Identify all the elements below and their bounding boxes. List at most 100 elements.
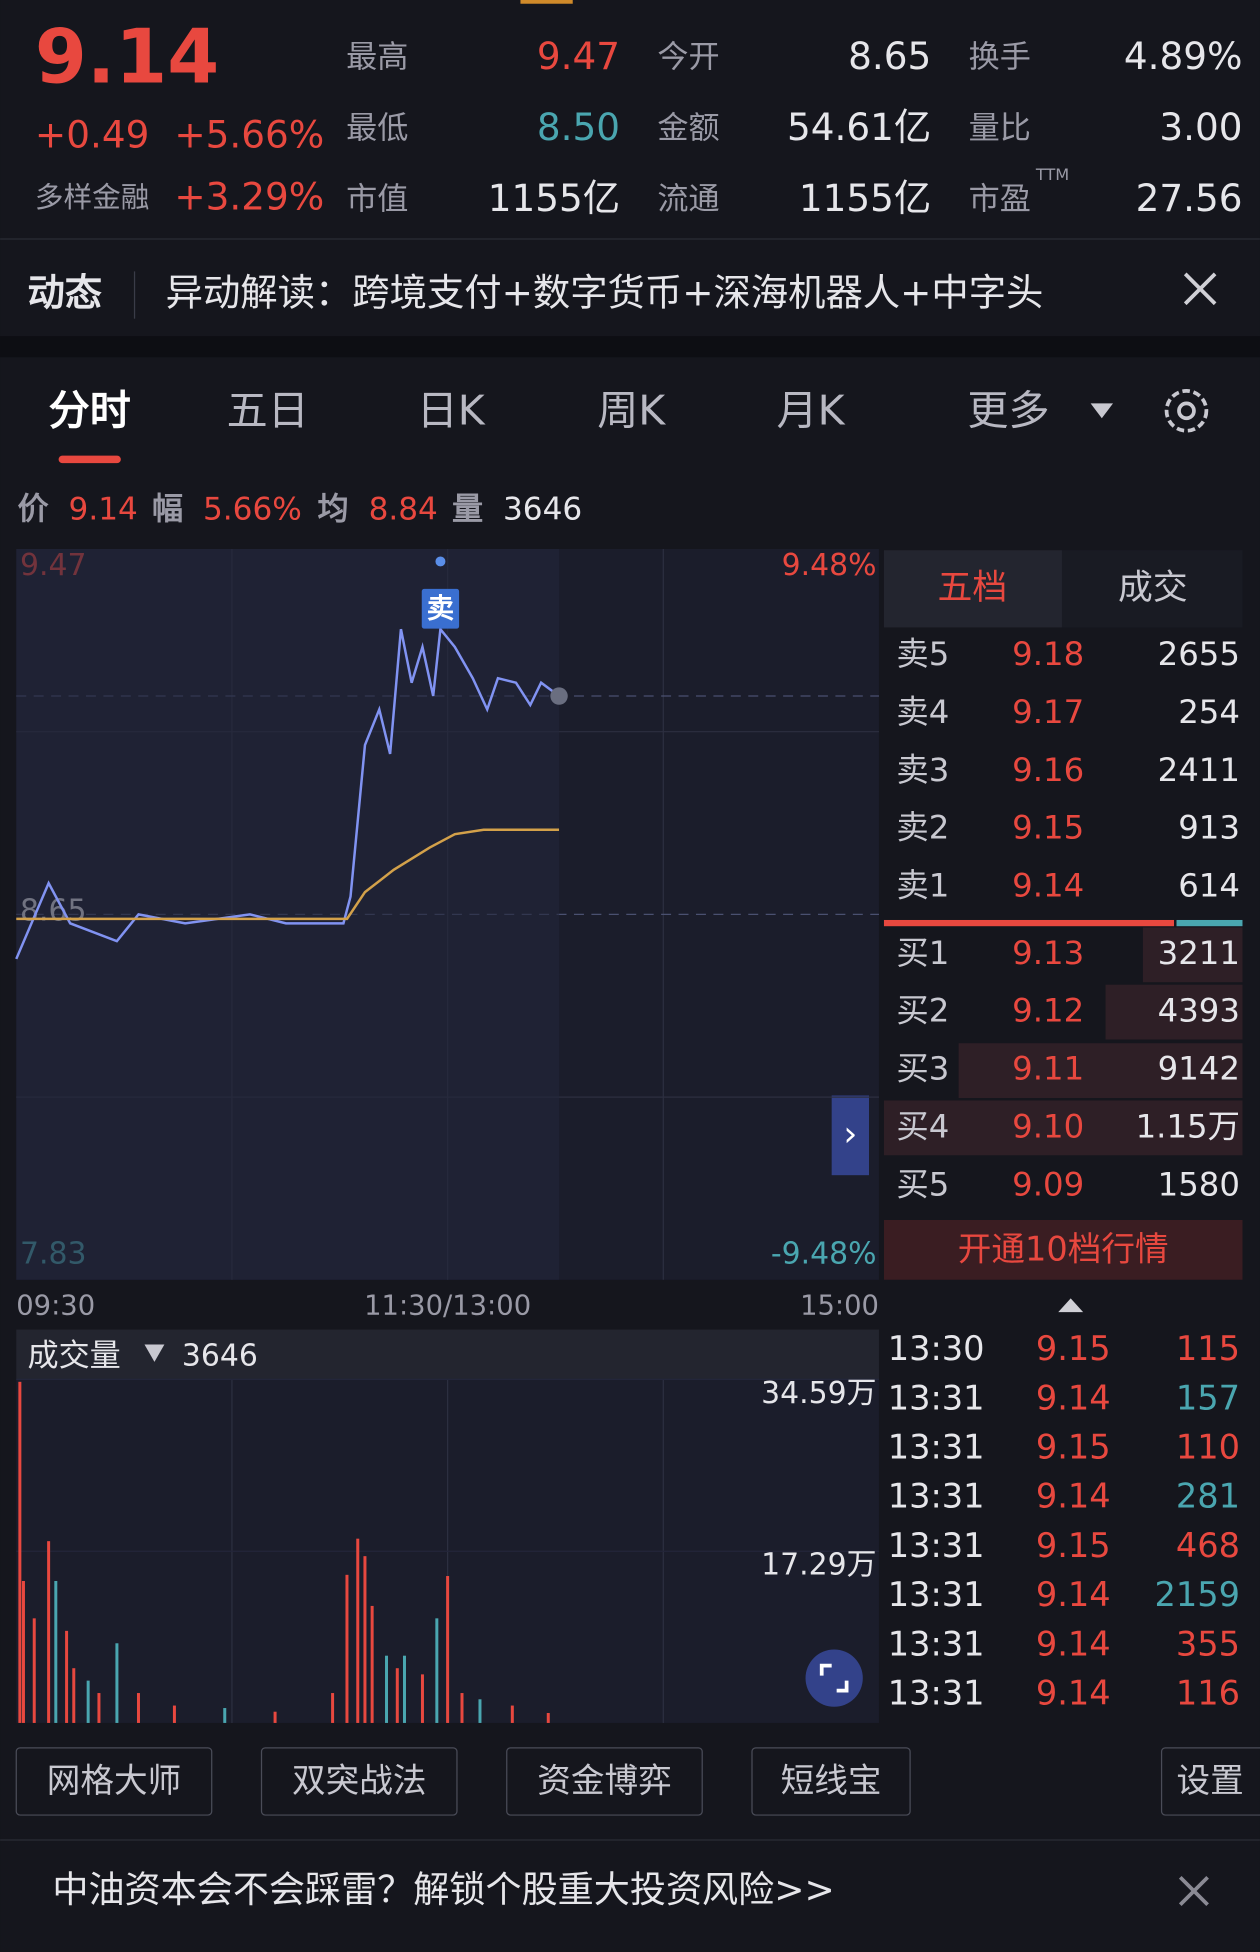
trade-price: 9.14 <box>1036 1673 1111 1712</box>
trade-time: 13:31 <box>888 1673 985 1712</box>
trade-price: 9.15 <box>1036 1526 1111 1565</box>
info-value: 8.84 <box>369 491 438 527</box>
stat-value: 9.47 <box>537 34 620 78</box>
trade-volume: 110 <box>1176 1428 1240 1467</box>
stat-label: 市值 <box>346 181 408 217</box>
news-text[interactable]: 异动解读：跨境支付+数字货币+深海机器人+中字头 <box>166 271 1044 315</box>
volume-bar <box>395 1668 399 1723</box>
y-tick-label: 34.59万 <box>761 1376 876 1411</box>
trade-time: 13:30 <box>888 1329 985 1368</box>
tool-button[interactable] <box>751 1747 911 1816</box>
stat-value: 8.65 <box>848 34 931 78</box>
price: 9.14 <box>35 14 219 101</box>
upgrade-text[interactable]: 开通10档行情 <box>958 1230 1169 1269</box>
volume-bar <box>345 1574 349 1723</box>
book-price: 9.09 <box>1012 1165 1084 1203</box>
book-label: 卖3 <box>896 751 949 789</box>
stat-label: 最高 <box>346 40 408 76</box>
volume-bar <box>97 1693 101 1723</box>
volume-bar <box>223 1708 227 1723</box>
y2-tick-label: 9.48% <box>782 548 877 583</box>
book-tab[interactable]: 五档 <box>938 568 1008 608</box>
tab[interactable]: 月K <box>777 386 846 434</box>
stat-label: 流通 <box>657 181 719 217</box>
top-indicator <box>520 0 573 4</box>
tab[interactable]: 五日 <box>227 386 309 434</box>
volume-bar <box>21 1580 25 1723</box>
volume-bar <box>356 1538 360 1723</box>
book-tab[interactable]: 成交 <box>1118 568 1188 608</box>
volume-bar <box>65 1630 69 1723</box>
tool-button[interactable] <box>506 1747 703 1816</box>
price-line <box>15 626 560 960</box>
dropdown-arrow[interactable] <box>1090 403 1114 419</box>
book-price: 9.13 <box>1012 934 1084 972</box>
tab[interactable]: 分时 <box>49 386 131 434</box>
trade-time: 13:31 <box>888 1575 985 1614</box>
trade-time: 13:31 <box>888 1428 985 1467</box>
ratio-bar <box>1176 919 1243 927</box>
trade-volume: 157 <box>1176 1378 1240 1417</box>
stat-value: 54.61亿 <box>787 105 931 149</box>
book-label: 买1 <box>896 934 949 972</box>
change-pct: +5.66% <box>174 112 324 156</box>
book-price: 9.16 <box>1012 751 1084 789</box>
upgrade-button[interactable] <box>883 1220 1243 1280</box>
banner-close[interactable] <box>1178 1875 1209 1907</box>
tab[interactable]: 周K <box>597 386 666 434</box>
book-label: 买3 <box>896 1050 949 1088</box>
tab-bg <box>1061 550 1243 628</box>
volume-bar <box>47 1541 51 1723</box>
book-volume: 4393 <box>1158 992 1240 1030</box>
close-icon[interactable] <box>1183 272 1217 306</box>
tab[interactable]: 日K <box>417 386 486 434</box>
tool-label: 双突战法 <box>292 1761 426 1800</box>
volume-bar <box>72 1668 76 1723</box>
trade-time: 13:31 <box>888 1624 985 1663</box>
volume-bar <box>385 1655 389 1723</box>
collapse-arrow[interactable] <box>1058 1298 1084 1313</box>
info-label: 幅 <box>152 491 183 527</box>
change: +0.49 <box>35 112 149 156</box>
tool-label: 网格大师 <box>47 1761 181 1800</box>
ttm: TTM <box>1035 165 1069 184</box>
tool-button[interactable] <box>260 1747 458 1816</box>
book-volume: 9142 <box>1158 1050 1240 1088</box>
volume-bar <box>136 1693 140 1723</box>
info-label: 量 <box>452 491 483 527</box>
fullscreen-button[interactable] <box>805 1649 863 1707</box>
tool-button[interactable] <box>15 1747 213 1816</box>
annotation-dot <box>435 556 446 567</box>
tab-underline <box>58 455 121 464</box>
trade-price: 9.14 <box>1036 1575 1111 1614</box>
settings-gear[interactable] <box>1164 389 1209 433</box>
stat-label: 最低 <box>346 110 408 146</box>
book-volume: 913 <box>1178 809 1240 847</box>
stat-value: 8.50 <box>537 105 620 149</box>
trade-price: 9.15 <box>1036 1428 1111 1467</box>
trade-volume: 468 <box>1176 1526 1240 1565</box>
trade-volume: 116 <box>1176 1673 1240 1712</box>
book-price: 9.11 <box>1012 1050 1084 1088</box>
banner[interactable]: 中油资本会不会踩雷？解锁个股重大投资风险>> <box>52 1868 834 1911</box>
x-tick-label: 15:00 <box>800 1291 879 1322</box>
stat-value: 1155亿 <box>799 176 931 220</box>
tool-label: 资金博弈 <box>537 1761 671 1800</box>
book-label: 买5 <box>896 1165 949 1203</box>
depth-shade <box>883 1100 1243 1156</box>
book-volume: 2655 <box>1158 635 1240 673</box>
tab[interactable]: 更多 <box>967 386 1049 434</box>
info-label: 均 <box>318 491 349 527</box>
volume-bar <box>460 1693 464 1723</box>
expand-icon: › <box>843 1114 857 1154</box>
news-tag: 动态 <box>27 271 102 315</box>
expand-button[interactable] <box>831 1095 870 1176</box>
depth-shade <box>958 1043 1243 1098</box>
volume-dropdown[interactable] <box>144 1344 165 1362</box>
stat-label: 今开 <box>657 40 719 76</box>
book-volume: 254 <box>1178 693 1240 731</box>
settings-button[interactable] <box>1160 1747 1260 1816</box>
volume-bar <box>273 1711 277 1723</box>
volume-bar <box>435 1618 439 1723</box>
